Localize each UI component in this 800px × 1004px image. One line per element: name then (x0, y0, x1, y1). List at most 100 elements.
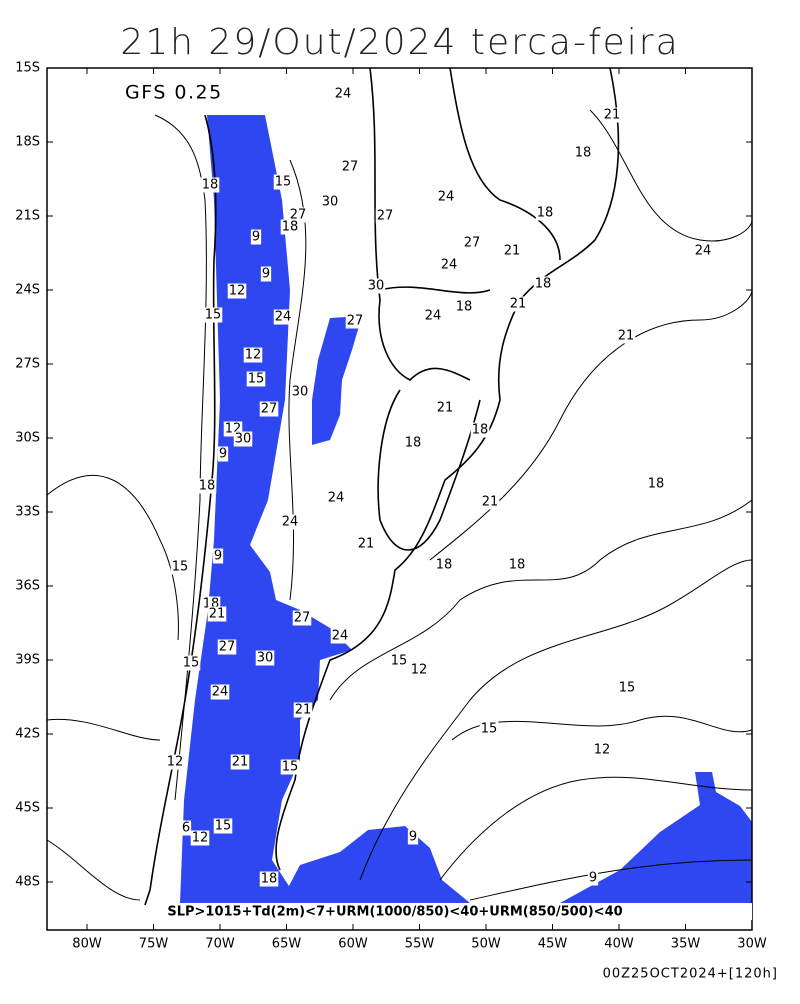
blue-area (280, 826, 470, 903)
contour-label: 21 (504, 244, 521, 259)
label-bg (470, 422, 490, 438)
label-bg (617, 680, 637, 696)
title: 21h 29/Out/2024 terca-feira (120, 22, 679, 63)
contour-label: 24 (328, 491, 345, 506)
contour-label: 21 (437, 401, 454, 416)
contour-label: 27 (294, 611, 311, 626)
contour-label: 18 (456, 300, 473, 315)
label-bg (230, 754, 250, 770)
lon-label: 65W (272, 937, 302, 952)
legend-box (148, 903, 752, 920)
contour-label: 30 (292, 385, 309, 400)
lat-label: 33S (15, 505, 40, 520)
lat-label: 30S (15, 431, 40, 446)
lat-label: 24S (15, 283, 40, 298)
contour-line (451, 715, 753, 741)
label-bg (203, 307, 223, 323)
label-bg (280, 514, 300, 530)
contour-label: 21 (482, 495, 499, 510)
contour-line (46, 839, 141, 901)
label-bg (508, 296, 528, 312)
footer: 00Z25OCT2024+[120h] (603, 967, 778, 982)
contour-label: 27 (342, 160, 359, 175)
blue-area (312, 316, 362, 445)
contour-label: 30 (368, 279, 385, 294)
contour-label: 24 (282, 515, 299, 530)
borders (369, 67, 561, 551)
contour-label: 12 (167, 755, 184, 770)
contour-label: 21 (510, 297, 527, 312)
label-bg (280, 219, 300, 235)
label-bg (389, 653, 409, 669)
contour-label: 12 (411, 663, 428, 678)
contour-label: 6 (182, 821, 190, 836)
lat-label: 15S (15, 61, 40, 76)
contour-label: 15 (248, 372, 265, 387)
shading (180, 115, 752, 903)
label-bg (290, 384, 310, 400)
contour-label: 9 (262, 267, 270, 282)
lat-label: 36S (15, 579, 40, 594)
lon-label: 80W (72, 937, 102, 952)
label-bg (333, 86, 353, 102)
label-bg (535, 205, 555, 221)
contour-label: 18 (472, 423, 489, 438)
contour-label: 15 (275, 175, 292, 190)
contour-line (329, 499, 753, 701)
contour-label: 27 (261, 402, 278, 417)
contour-label: 15 (481, 722, 498, 737)
label-bg (197, 478, 217, 494)
label-bg (233, 431, 253, 447)
label-bg (170, 559, 190, 575)
contour-label: 21 (618, 329, 635, 344)
lat-label: 21S (15, 209, 40, 224)
contour-label: 9 (589, 871, 597, 886)
lon-label: 45W (538, 937, 568, 952)
label-bg (533, 276, 553, 292)
lon-label: 40W (604, 937, 634, 952)
label-bg (210, 684, 230, 700)
contour-label: 30 (235, 432, 252, 447)
label-bg (439, 257, 459, 273)
label-bg (212, 548, 224, 564)
contour-label: 18 (537, 206, 554, 221)
contour-label: 15 (282, 760, 299, 775)
lon-label: 70W (205, 937, 235, 952)
contour-label: 24 (425, 309, 442, 324)
label-bg (227, 283, 247, 299)
label-bg (273, 309, 293, 325)
label-bg (502, 243, 522, 259)
lon-label: 35W (671, 937, 701, 952)
contour-label: 18 (509, 558, 526, 573)
lon-label: 60W (338, 937, 368, 952)
contour-label: 18 (575, 146, 592, 161)
legend: SLP>1015+Td(2m)<7+URM(1000/850)<40+URM(8… (167, 905, 622, 920)
lat-label: 45S (15, 801, 40, 816)
contour-line (46, 718, 161, 741)
label-bg (273, 174, 293, 190)
label-bg (345, 313, 365, 329)
label-bg (366, 278, 386, 294)
contour-label: 12 (192, 831, 209, 846)
contour-line (589, 109, 753, 242)
axes: 15S 18S 21S 24S 27S 30S 33S 36S 39S 42S 45S 48S 80W 7… (15, 61, 767, 952)
lat-label: 39S (15, 653, 40, 668)
frame (46, 67, 753, 931)
label-bg (217, 446, 229, 462)
contour-line (359, 559, 753, 881)
contour-label: 15 (391, 654, 408, 669)
contour-label: 18 (436, 558, 453, 573)
contour-label: 18 (405, 436, 422, 451)
label-bg (259, 401, 279, 417)
label-bg (646, 476, 666, 492)
label-bg (454, 299, 474, 315)
label-bg (250, 229, 262, 245)
label-bg (180, 820, 192, 836)
lon-label: 50W (471, 937, 501, 952)
contour-label: 15 (172, 560, 189, 575)
label-bg (200, 177, 220, 193)
label-bg (217, 639, 237, 655)
contour-label: 9 (214, 549, 222, 564)
label-bg (260, 266, 272, 282)
